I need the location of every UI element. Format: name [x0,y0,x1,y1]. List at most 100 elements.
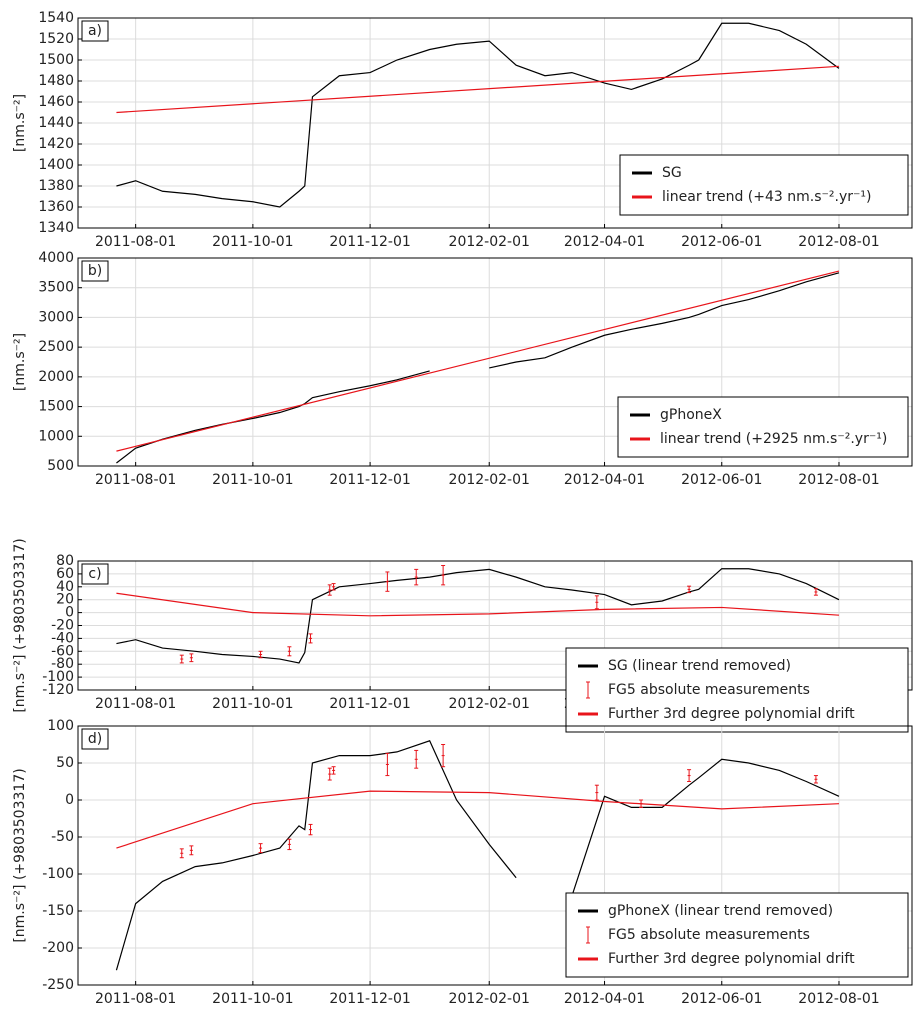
error-bar [308,823,313,836]
y-tick-label: 3000 [38,309,74,325]
x-tick-label: 2011-12-01 [329,234,410,250]
y-tick-label: 1400 [38,157,74,173]
legend-label: Further 3rd degree polynomial drift [608,706,855,722]
legend-label: SG [662,165,682,181]
y-tick-label: 80 [56,553,74,569]
legend-label: FG5 absolute measurements [608,927,810,943]
x-tick-label: 2011-08-01 [95,696,176,712]
y-tick-label: -100 [42,669,74,685]
series-line [116,65,840,114]
x-tick-label: 2011-08-01 [95,472,176,488]
panel-label-text: c) [88,566,101,582]
y-tick-label: 1440 [38,115,74,131]
y-axis-label: [nm.s⁻²] (+9803503317) [12,538,28,712]
y-tick-label: 100 [47,718,74,734]
y-tick-label: -40 [51,630,74,646]
legend-label: SG (linear trend removed) [608,658,791,674]
y-tick-label: -250 [42,977,74,993]
legend-label: Further 3rd degree polynomial drift [608,951,855,967]
plot [116,565,840,664]
error-bar [189,653,194,663]
y-tick-label: 1480 [38,73,74,89]
error-bar [258,843,263,854]
x-tick-label: 2011-12-01 [329,696,410,712]
y-tick-label: 0 [65,605,74,621]
x-tick-label: 2012-02-01 [449,472,530,488]
x-tick-label: 2012-06-01 [681,472,762,488]
axes-box [77,17,913,229]
error-bar [594,595,599,610]
error-bar [385,571,390,592]
y-tick-label: 1360 [38,199,74,215]
series-line [116,22,840,208]
x-tick-label: 2011-12-01 [329,472,410,488]
panel: 1340 1360 1380 1400 1420 1440 1460 1480 1500 1520… [12,10,913,250]
panel-label: d) [81,728,109,750]
y-tick-label: 20 [56,592,74,608]
x-tick-label: 2012-04-01 [564,234,645,250]
y-tick-label: 1000 [38,428,74,444]
plot [116,270,840,464]
axes-box [77,725,913,986]
y-tick-label: 2500 [38,339,74,355]
x-tick-label: 2012-02-01 [449,991,530,1007]
y-axis-label: [nm.s⁻²] [12,94,28,152]
legend-box [565,647,909,733]
plot [116,22,840,208]
error-bar [441,744,446,768]
legend-box [565,892,909,978]
legend-label: linear trend (+43 nm.s⁻².yr⁻¹) [662,189,871,205]
y-tick-label: 1460 [38,94,74,110]
error-bar [687,769,692,782]
legend: gPhoneX linear trend (+2925 nm.s⁻².yr⁻¹) [617,396,909,458]
y-tick-label: 1340 [38,220,74,236]
y-tick-label: -60 [51,643,74,659]
panel-label-box [81,260,109,282]
panel: -250 -200 -150 -100 -50 0 50 100 2011-08-01 2011-… [12,718,913,1007]
series-line [571,758,840,897]
x-tick-label: 2011-10-01 [212,696,293,712]
y-tick-label: 1380 [38,178,74,194]
x-tick-label: 2012-04-01 [564,472,645,488]
y-tick-label: 1540 [38,10,74,26]
y-tick-label: -20 [51,618,74,634]
y-tick-label: 4000 [38,250,74,266]
y-tick-label: 500 [47,458,74,474]
x-tick-label: 2012-04-01 [564,991,645,1007]
error-bar [687,585,692,594]
y-tick-label: 40 [56,579,74,595]
legend-box [617,396,909,458]
error-bar [287,838,292,851]
panel-label-box [81,728,109,750]
axes-box [77,560,913,691]
x-tick-label: 2012-02-01 [449,234,530,250]
legend: SG linear trend (+43 nm.s⁻².yr⁻¹) [619,154,909,216]
panel-label-box [81,563,109,585]
error-bar [189,845,194,856]
panel-label-box [81,20,109,42]
legend-label: linear trend (+2925 nm.s⁻².yr⁻¹) [660,431,887,447]
x-tick-label: 2011-10-01 [212,991,293,1007]
series-line [489,272,840,369]
panel-label-text: d) [88,731,102,747]
y-tick-label: 60 [56,566,74,582]
x-tick-label: 2012-08-01 [798,234,879,250]
error-bar [414,749,419,769]
y-tick-label: -80 [51,656,74,672]
error-bar [331,766,336,775]
legend-label: FG5 absolute measurements [608,682,810,698]
error-bar [179,848,184,859]
error-bar [813,775,818,784]
panel-label-text: a) [88,23,102,39]
error-bar [331,583,336,591]
error-bar [813,588,818,596]
x-tick-label: 2011-10-01 [212,472,293,488]
error-bar [414,568,419,586]
legend-label: gPhoneX (linear trend removed) [608,903,833,919]
series-line [116,568,840,664]
y-axis-label: [nm.s⁻²] [12,333,28,391]
legend-label: gPhoneX [660,407,722,423]
y-tick-label: -50 [51,829,74,845]
